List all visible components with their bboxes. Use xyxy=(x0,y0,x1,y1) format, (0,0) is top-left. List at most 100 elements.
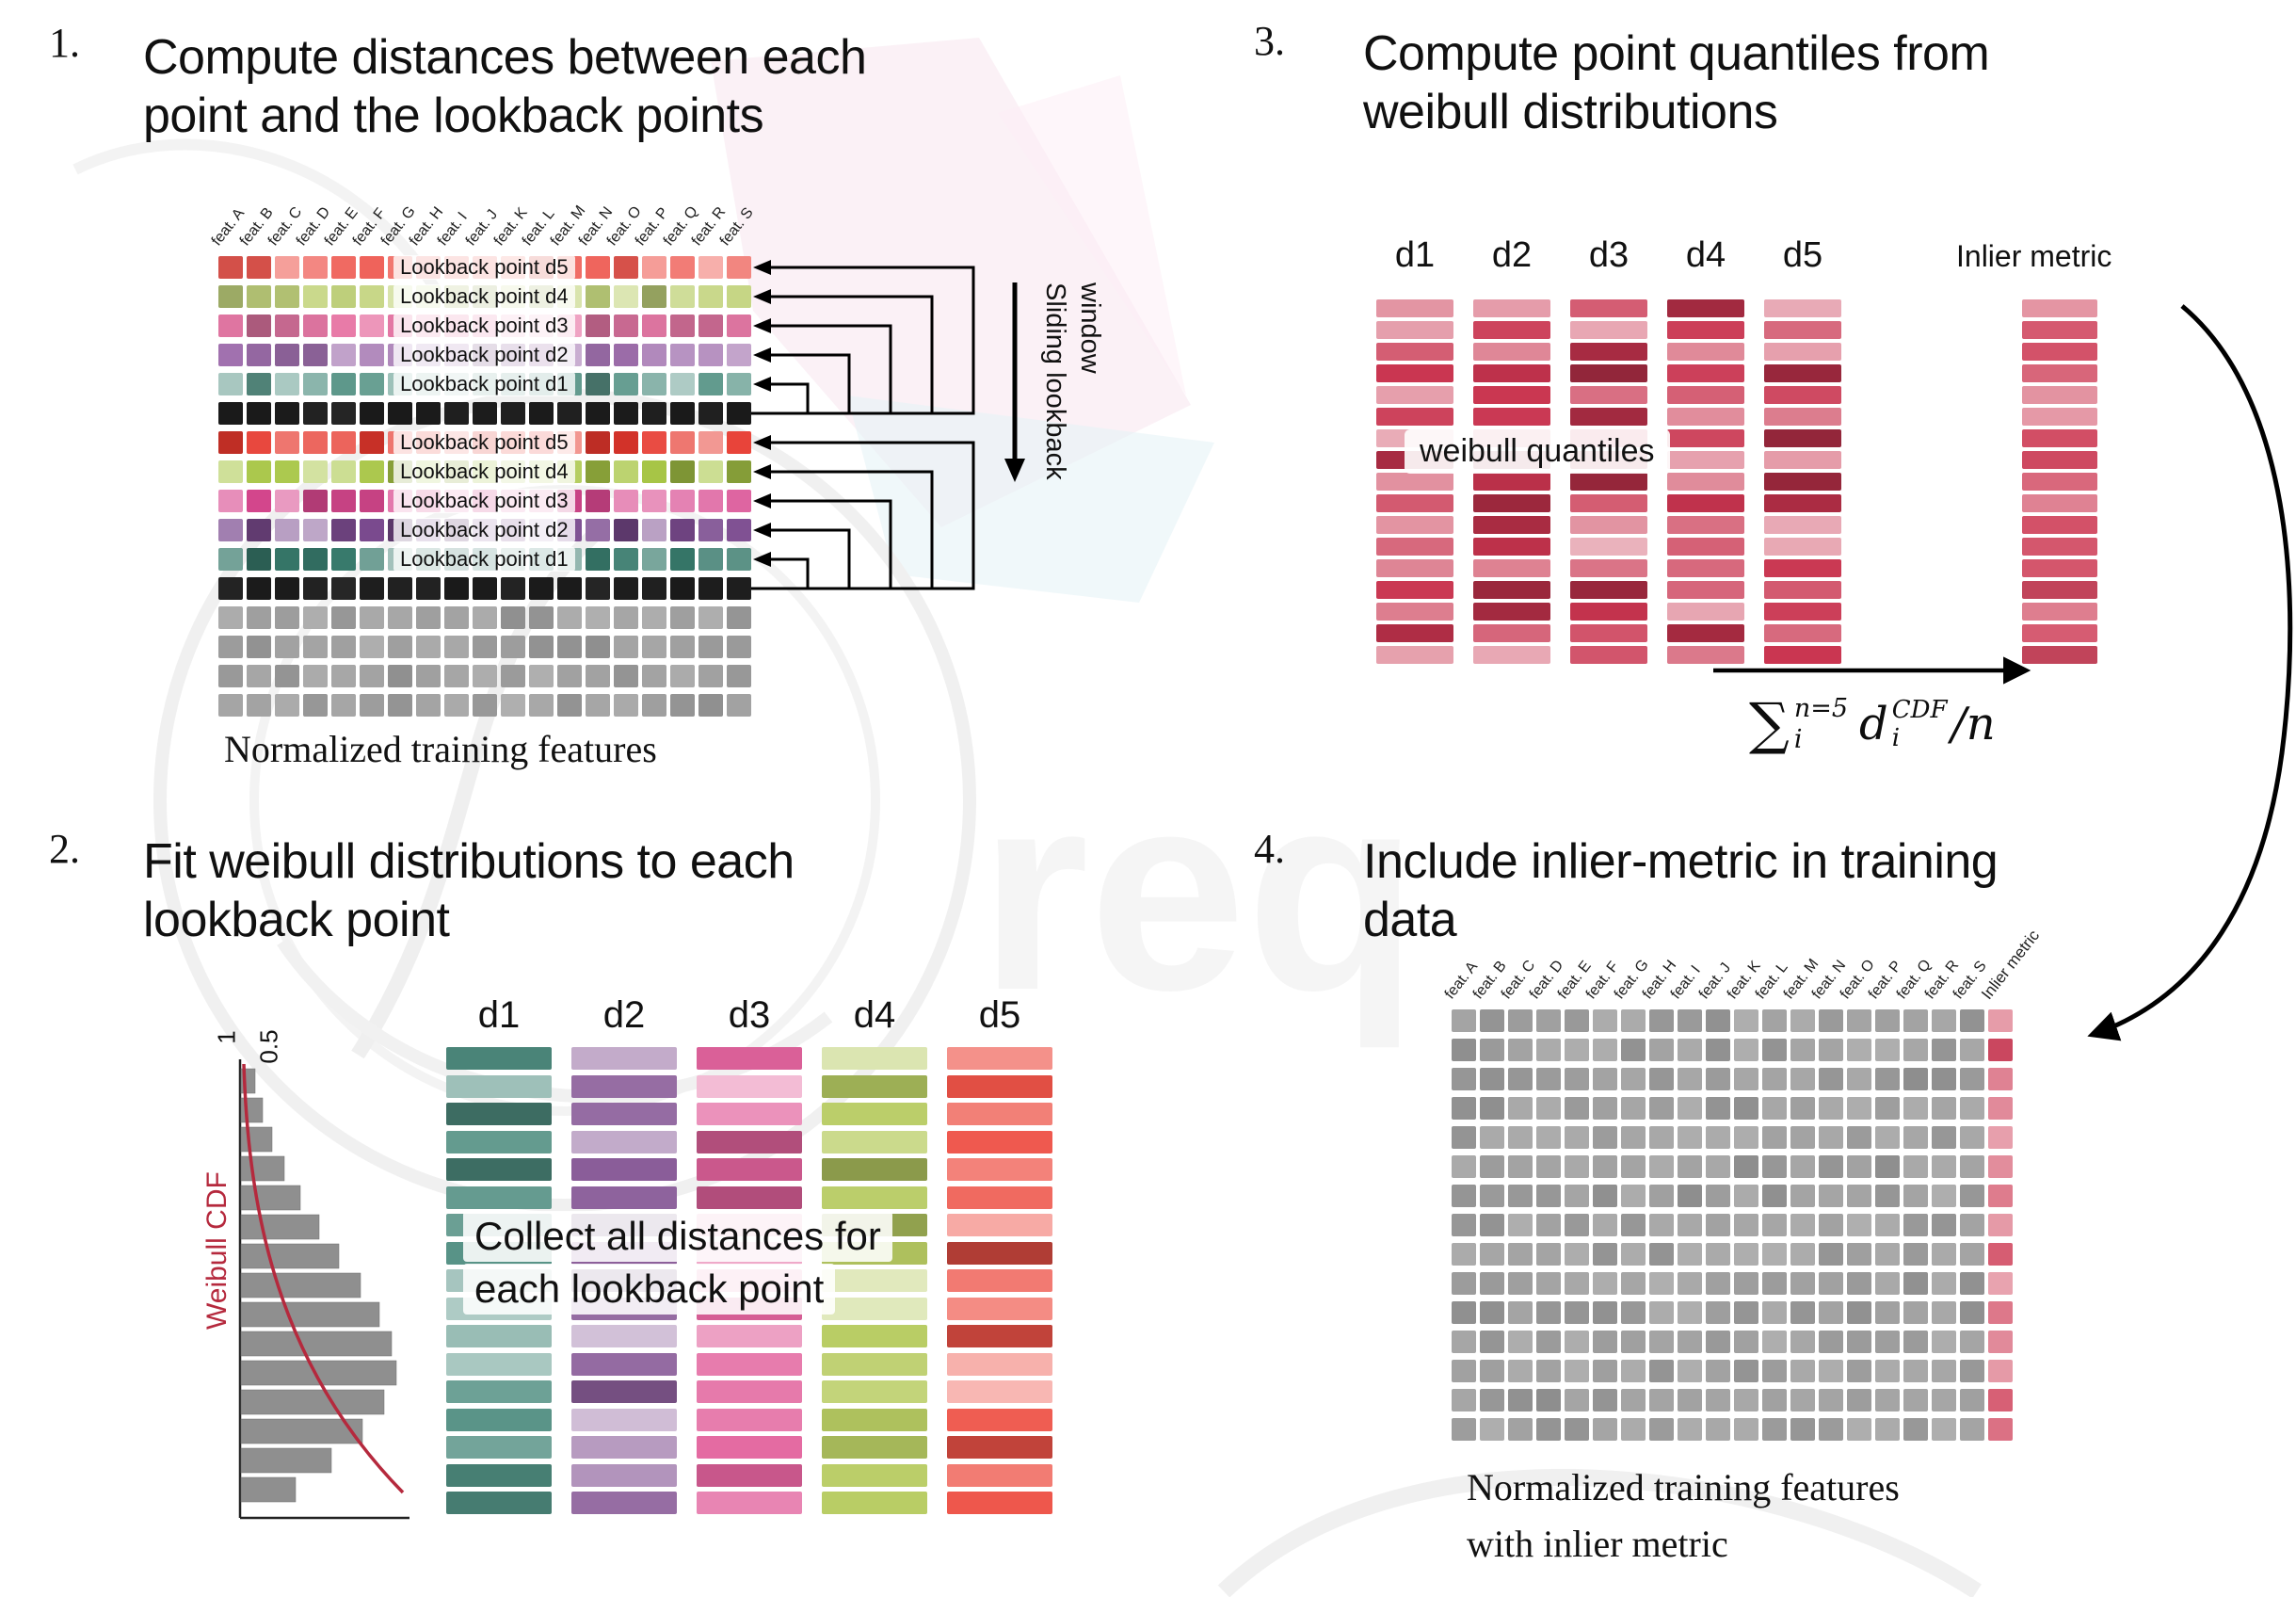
quantile-bar xyxy=(1376,386,1453,404)
feature-cell xyxy=(501,490,525,512)
distance-bar xyxy=(947,1353,1052,1376)
feature-cell xyxy=(1706,1418,1730,1441)
distance-bar xyxy=(822,1436,927,1459)
feature-cell xyxy=(1508,1389,1533,1411)
feature-cell xyxy=(275,694,299,717)
feature-cell xyxy=(1734,1214,1758,1236)
feature-cell xyxy=(1960,1097,1984,1120)
weibull-quantiles-label: weibull quantiles xyxy=(1405,429,1670,474)
feature-cell xyxy=(1480,1272,1504,1295)
feature-cell xyxy=(1903,1389,1928,1411)
feature-cell xyxy=(1621,1272,1646,1295)
distance-bar xyxy=(697,1158,802,1181)
feature-cell xyxy=(642,577,666,600)
feature-cell xyxy=(586,548,610,571)
feature-cell xyxy=(1847,1272,1871,1295)
feature-cell xyxy=(303,694,328,717)
feature-cell xyxy=(1790,1360,1815,1382)
inlier-cell xyxy=(1988,1155,2013,1178)
left-arrowhead-icon xyxy=(753,347,771,363)
feature-header: feat. L xyxy=(519,205,558,250)
feature-cell xyxy=(1932,1389,1956,1411)
feature-cell xyxy=(473,490,497,512)
lookback-bracket xyxy=(751,557,810,590)
feature-cell xyxy=(642,285,666,308)
inlier-metric-bar xyxy=(2022,494,2097,512)
feature-cell xyxy=(1960,1185,1984,1207)
feature-cell xyxy=(275,402,299,425)
feature-cell xyxy=(1508,1185,1533,1207)
feature-cell xyxy=(1903,1039,1928,1061)
feature-cell xyxy=(1960,1039,1984,1061)
feature-header: feat. S xyxy=(1950,958,1990,1003)
feature-cell xyxy=(473,548,497,571)
feature-cell xyxy=(557,694,582,717)
feature-cell xyxy=(727,548,751,571)
histogram-bar xyxy=(240,1097,264,1123)
feature-cell xyxy=(557,344,582,366)
feature-cell xyxy=(1875,1301,1900,1324)
feature-cell xyxy=(642,402,666,425)
feature-cell xyxy=(501,460,525,483)
caption-line: with inlier metric xyxy=(1467,1523,1728,1565)
feature-cell xyxy=(1452,1243,1476,1266)
title-line: Fit weibull distributions to each xyxy=(143,834,795,889)
variable-superscript: CDF xyxy=(1891,696,1948,724)
quantile-bar xyxy=(1764,321,1841,339)
feature-cell xyxy=(1649,1068,1674,1090)
feature-cell xyxy=(388,577,412,600)
feature-cell xyxy=(1903,1009,1928,1032)
feature-cell xyxy=(501,344,525,366)
feature-cell xyxy=(360,490,384,512)
quantile-bar xyxy=(1764,603,1841,621)
feature-cell xyxy=(1875,1068,1900,1090)
feature-cell xyxy=(698,315,723,337)
feature-cell xyxy=(1790,1272,1815,1295)
feature-cell xyxy=(529,402,554,425)
feature-cell xyxy=(1903,1068,1928,1090)
feature-cell xyxy=(698,373,723,395)
distance-bar xyxy=(947,1103,1052,1125)
feature-cell xyxy=(1903,1185,1928,1207)
feature-cell xyxy=(1480,1389,1504,1411)
inlier-metric-bar xyxy=(2022,516,2097,534)
quantile-bar xyxy=(1473,364,1550,382)
feature-cell xyxy=(1734,1243,1758,1266)
distance-bar xyxy=(697,1380,802,1403)
feature-cell xyxy=(1480,1009,1504,1032)
feature-cell xyxy=(303,636,328,658)
feature-cell xyxy=(557,256,582,279)
feature-cell xyxy=(1678,1009,1702,1032)
feature-cell xyxy=(557,460,582,483)
feature-cell xyxy=(1790,1009,1815,1032)
feature-cell xyxy=(303,256,328,279)
feature-cell xyxy=(727,256,751,279)
feature-cell xyxy=(1790,1155,1815,1178)
feature-cell xyxy=(275,548,299,571)
feature-cell xyxy=(698,636,723,658)
feature-cell xyxy=(1875,1214,1900,1236)
feature-cell xyxy=(1932,1360,1956,1382)
feature-cell xyxy=(1903,1243,1928,1266)
feature-cell xyxy=(727,636,751,658)
feature-cell xyxy=(501,636,525,658)
formula-divisor: /n xyxy=(1951,698,1996,750)
inlier-cell xyxy=(1988,1389,2013,1411)
feature-cell xyxy=(303,402,328,425)
feature-header: feat. J xyxy=(462,206,502,250)
feature-cell xyxy=(501,402,525,425)
feature-cell xyxy=(416,431,441,454)
feature-cell xyxy=(1678,1418,1702,1441)
quantile-column-header: d3 xyxy=(1588,235,1630,275)
feature-cell xyxy=(1536,1331,1561,1353)
title-line: Include inlier-metric in training xyxy=(1363,834,1999,889)
distance-bar xyxy=(947,1158,1052,1181)
feature-cell xyxy=(1508,1331,1533,1353)
lookback-bracket xyxy=(751,295,934,415)
distance-bar xyxy=(947,1186,1052,1209)
feature-cell xyxy=(331,548,356,571)
distance-bar xyxy=(571,1103,677,1125)
feature-cell xyxy=(1508,1214,1533,1236)
feature-cell xyxy=(1932,1009,1956,1032)
feature-cell xyxy=(1790,1243,1815,1266)
